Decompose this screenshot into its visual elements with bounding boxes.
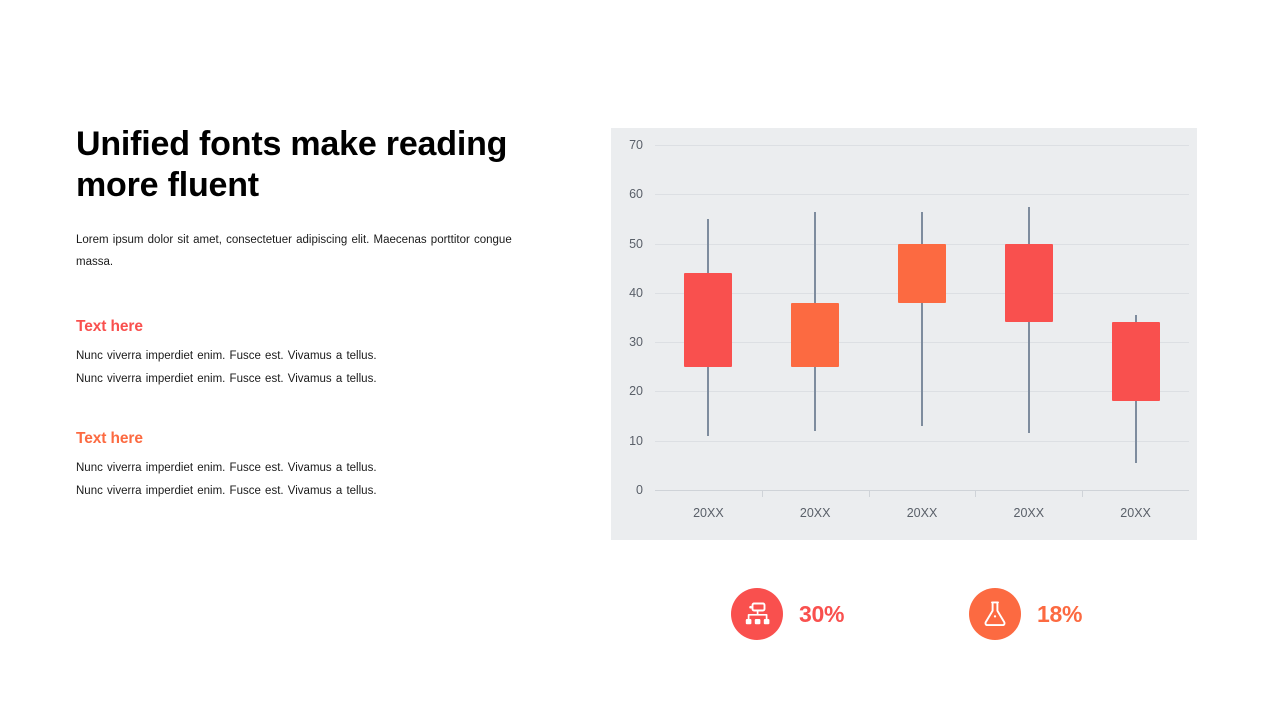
section-2-body: Nunc viverra imperdiet enim. Fusce est. … xyxy=(76,461,377,498)
x-axis-tick-label: 20XX xyxy=(799,506,831,520)
section-2: Text here Nunc viverra imperdiet enim. F… xyxy=(76,430,576,504)
section-1-body: Nunc viverra imperdiet enim. Fusce est. … xyxy=(76,349,377,386)
stat-value: 18% xyxy=(1037,600,1083,627)
candle-body xyxy=(1004,243,1053,323)
x-axis-tick-mark xyxy=(868,490,870,497)
stats-row: 30% 18% xyxy=(731,588,1151,650)
y-axis-tick-label: 50 xyxy=(629,236,643,251)
page-title: Unified fonts make reading more fluent xyxy=(76,125,508,205)
stat-badge: 30% xyxy=(731,588,844,640)
y-axis: 0 10 20 30 40 50 60 70 xyxy=(611,128,649,540)
intro-paragraph: Lorem ipsum dolor sit amet, consectetuer… xyxy=(76,233,512,269)
x-axis-baseline xyxy=(655,490,1189,491)
x-axis-tick-mark xyxy=(975,490,977,497)
x-axis-tick-mark xyxy=(761,490,763,497)
candle-body xyxy=(791,302,840,367)
gridline xyxy=(655,194,1189,196)
x-axis-tick-label: 20XX xyxy=(693,506,724,520)
x-axis-tick-label: 20XX xyxy=(1120,506,1151,520)
y-axis-tick-label: 40 xyxy=(629,285,643,300)
text-column: Unified fonts make reading more fluent L… xyxy=(76,124,576,504)
y-axis-tick-label: 70 xyxy=(629,138,643,152)
flask-icon xyxy=(969,588,1021,640)
section-2-title: Text here xyxy=(76,429,143,447)
stat-value: 30% xyxy=(799,600,845,627)
x-axis-tick-label: 20XX xyxy=(906,506,938,520)
y-axis-tick-label: 0 xyxy=(636,483,643,497)
candle-body xyxy=(898,243,946,303)
candle-wick xyxy=(921,211,923,426)
x-axis-tick-mark xyxy=(1082,490,1084,497)
candle-body xyxy=(684,273,733,367)
org-chart-icon xyxy=(731,588,783,640)
chart-plot-area: 0 10 20 30 40 50 60 70 20XX 20XX 20XX 20XX 20XX xyxy=(611,128,1197,540)
stat-badge: 18% xyxy=(969,588,1082,640)
section-1-title: Text here xyxy=(76,317,143,335)
section-1: Text here Nunc viverra imperdiet enim. F… xyxy=(76,318,576,392)
candle-body xyxy=(1111,322,1160,402)
candlestick-chart-panel: 0 10 20 30 40 50 60 70 20XX 20XX 20XX 20XX 20XX xyxy=(611,128,1197,540)
gridline xyxy=(655,145,1189,146)
y-axis-tick-label: 20 xyxy=(629,384,643,399)
y-axis-tick-label: 60 xyxy=(629,187,643,202)
x-axis-tick-label: 20XX xyxy=(1013,506,1045,520)
y-axis-tick-label: 30 xyxy=(629,335,643,350)
gridline xyxy=(655,440,1189,442)
y-axis-tick-label: 10 xyxy=(629,433,643,448)
